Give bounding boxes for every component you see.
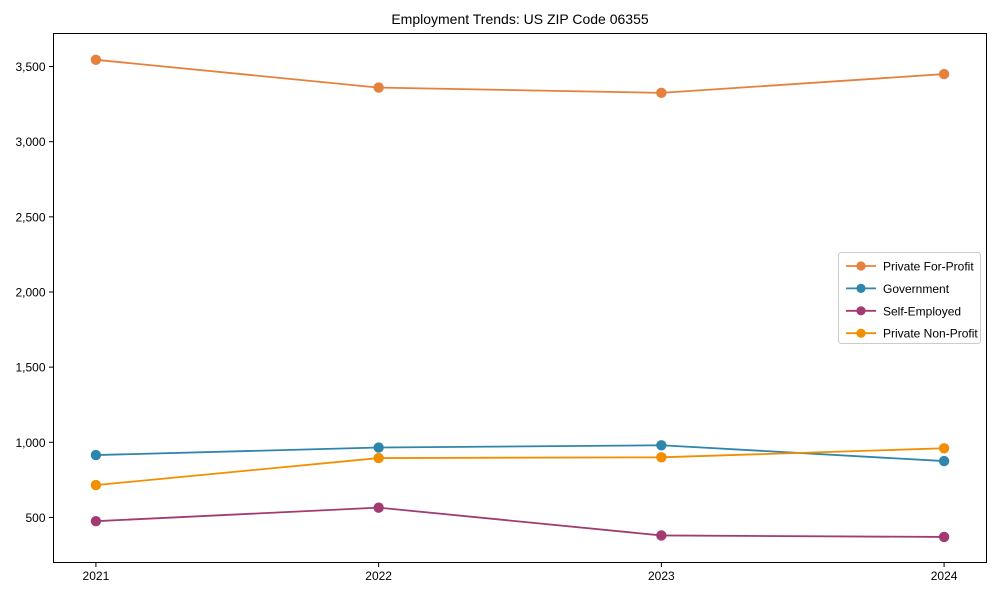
data-point-marker: [373, 442, 384, 453]
data-point-marker: [938, 68, 950, 80]
x-tick-label: 2024: [931, 569, 958, 583]
data-point-marker: [656, 530, 667, 541]
legend-box: [838, 252, 981, 344]
legend-marker: [856, 261, 866, 271]
data-point-marker: [90, 515, 102, 527]
legend: Private For-Profit Government Self-Employe…: [838, 252, 981, 344]
series-line: [95, 447, 945, 486]
chart-title: Employment Trends: US ZIP Code 06355: [391, 11, 649, 27]
data-point-marker: [656, 87, 667, 99]
series-line: [95, 58, 945, 94]
data-point-marker: [373, 82, 384, 93]
legend-label: Government: [883, 282, 950, 296]
data-point-marker: [90, 54, 102, 65]
legend-marker: [856, 283, 866, 293]
axes: 500 1,000 1,500 2,000 2,500 3,000 3,500 2021 202…: [15, 33, 987, 583]
series-private-non-profit: [90, 443, 950, 491]
y-tick-label: 3,500: [15, 60, 45, 74]
series-line: [95, 506, 945, 538]
y-tick-label: 2,000: [15, 285, 45, 299]
x-tick-label: 2021: [83, 569, 110, 583]
legend-item-self-employed: Self-Employed: [846, 304, 961, 318]
data-point-marker: [373, 502, 384, 513]
legend-item-private-non-profit: Private Non-Profit: [846, 327, 978, 341]
data-point-marker: [656, 440, 667, 451]
data-point-marker: [938, 455, 950, 467]
x-tick-label: 2022: [365, 569, 392, 583]
y-tick-label: 1,000: [15, 436, 45, 450]
legend-marker: [856, 328, 866, 338]
x-tick-label: 2023: [648, 569, 675, 583]
legend-label: Private Non-Profit: [883, 327, 978, 341]
series-private-for-profit: [90, 54, 950, 99]
legend-label: Private For-Profit: [883, 260, 974, 274]
legend-item-private-for-profit: Private For-Profit: [846, 260, 974, 274]
series-government: [90, 440, 950, 467]
y-tick-label: 1,500: [15, 361, 45, 375]
data-point-marker: [938, 443, 950, 454]
data-point-marker: [90, 449, 102, 461]
legend-item-government: Government: [846, 282, 950, 296]
y-tick-label: 500: [25, 511, 45, 525]
legend-marker: [856, 306, 866, 316]
plot-border: [53, 33, 987, 563]
series-self-employed: [90, 502, 950, 543]
data-point-marker: [938, 531, 950, 543]
legend-label: Self-Employed: [883, 304, 961, 318]
data-point-marker: [90, 479, 102, 491]
data-point-marker: [656, 452, 667, 463]
y-tick-label: 2,500: [15, 210, 45, 224]
series-group: [90, 54, 950, 543]
data-point-marker: [373, 452, 384, 464]
y-tick-label: 3,000: [15, 135, 45, 149]
